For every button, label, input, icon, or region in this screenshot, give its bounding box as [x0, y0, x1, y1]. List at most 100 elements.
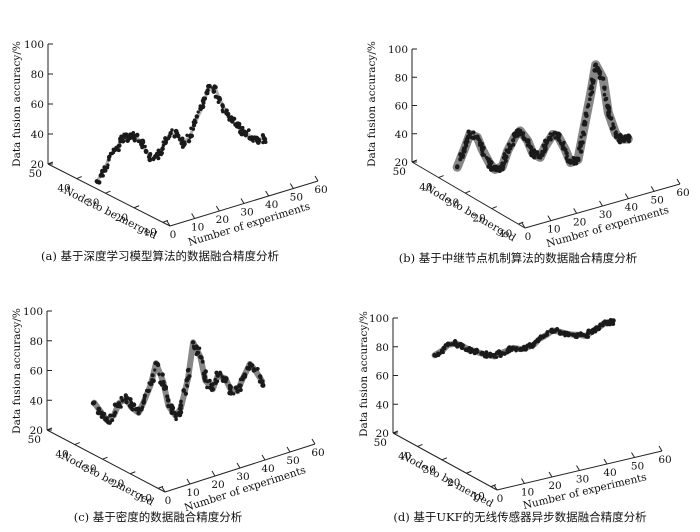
data-point: [255, 366, 260, 371]
data-point: [185, 383, 189, 388]
experiments-tick: [265, 190, 270, 197]
data-point: [201, 96, 207, 102]
node-tick: [491, 206, 497, 210]
data-point: [104, 416, 109, 421]
experiments-tick-label: 40: [603, 467, 616, 479]
data-point: [562, 140, 566, 145]
data-point: [99, 171, 104, 176]
data-point: [569, 158, 573, 163]
data-point: [236, 388, 240, 392]
experiments-tick: [186, 478, 191, 485]
data-point: [572, 159, 577, 164]
data-point: [113, 410, 118, 414]
data-point: [143, 144, 147, 149]
data-point: [489, 160, 494, 165]
data-point: [129, 401, 134, 407]
panel-caption: (d) 基于UKF的无线传感器异步数据融合精度分析: [393, 510, 646, 524]
data-point: [183, 391, 189, 396]
data-point: [131, 131, 135, 135]
data-point: [96, 406, 101, 411]
node-tick-label: 30: [86, 197, 99, 209]
experiments-tick-label: 20: [548, 480, 561, 492]
data-point: [172, 134, 177, 139]
data-point: [248, 363, 254, 368]
data-points-group: [90, 340, 266, 425]
data-point: [141, 400, 146, 405]
node-tick: [438, 175, 444, 178]
z-tick-label: 60: [30, 366, 43, 378]
node-tick: [441, 457, 448, 461]
data-point: [445, 342, 450, 348]
data-point: [194, 352, 199, 357]
data-point: [547, 135, 551, 140]
data-point: [215, 373, 220, 378]
data-point: [210, 382, 215, 387]
z-tick-label: 60: [31, 99, 44, 111]
data-point: [220, 108, 224, 112]
data-point: [554, 327, 560, 332]
experiments-tick-label: 50: [631, 461, 644, 473]
z-tick-label: 40: [30, 395, 43, 407]
data-point: [226, 114, 231, 119]
data-point: [479, 351, 484, 356]
data-point: [503, 159, 508, 163]
data-point: [162, 386, 167, 391]
data-point: [116, 402, 121, 407]
data-point: [192, 118, 197, 123]
node-tick: [105, 190, 111, 194]
data-point: [527, 142, 531, 147]
data-point: [511, 345, 516, 351]
experiments-tick: [676, 178, 681, 185]
data-point: [459, 345, 465, 351]
data-point: [480, 152, 486, 157]
data-point: [106, 163, 110, 167]
data-point: [590, 90, 595, 95]
data-point: [260, 383, 265, 388]
data-point: [117, 143, 122, 148]
data-point: [228, 386, 233, 391]
data-point: [492, 164, 497, 170]
panel-caption: (a) 基于深度学习模型算法的数据融合精度分析: [41, 249, 279, 263]
data-point: [472, 350, 477, 356]
data-point: [165, 397, 171, 403]
data-point: [583, 122, 588, 127]
z-tick-label: 20: [376, 428, 389, 440]
data-points-group: [432, 317, 616, 359]
data-point: [160, 146, 165, 152]
data-point: [627, 139, 631, 144]
node-tick-label: 10: [472, 491, 485, 503]
data-point: [108, 154, 112, 158]
node-tick: [417, 443, 423, 447]
experiments-tick: [548, 471, 553, 478]
experiments-tick: [314, 175, 319, 182]
data-point: [130, 407, 135, 412]
node-axis-title: Node to be merged: [399, 450, 495, 510]
experiments-tick: [624, 193, 629, 199]
data-point: [128, 132, 133, 137]
data-point: [142, 395, 147, 400]
z-tick-label: 80: [376, 342, 389, 354]
data-point: [540, 152, 545, 158]
data-point: [180, 136, 185, 141]
node-tick: [392, 430, 399, 434]
data-point: [205, 385, 209, 390]
data-point: [153, 368, 157, 372]
data-point: [151, 378, 156, 384]
data-point: [510, 138, 516, 143]
data-point: [601, 76, 606, 81]
experiments-tick: [631, 452, 635, 458]
data-point: [474, 347, 479, 353]
panel-caption: (b) 基于中继节点机制算法的数据融合精度分析: [399, 251, 638, 265]
data-point: [261, 133, 265, 137]
z-tick-label: 40: [376, 399, 389, 411]
data-point: [194, 344, 199, 349]
experiments-tick-label: 30: [599, 209, 612, 221]
data-point: [186, 138, 192, 144]
data-point: [262, 136, 268, 142]
node-axis-line: [46, 429, 166, 493]
data-point: [540, 334, 546, 340]
data-point: [203, 369, 208, 374]
data-point: [213, 94, 218, 99]
data-point: [170, 128, 174, 132]
node-tick: [47, 161, 54, 165]
